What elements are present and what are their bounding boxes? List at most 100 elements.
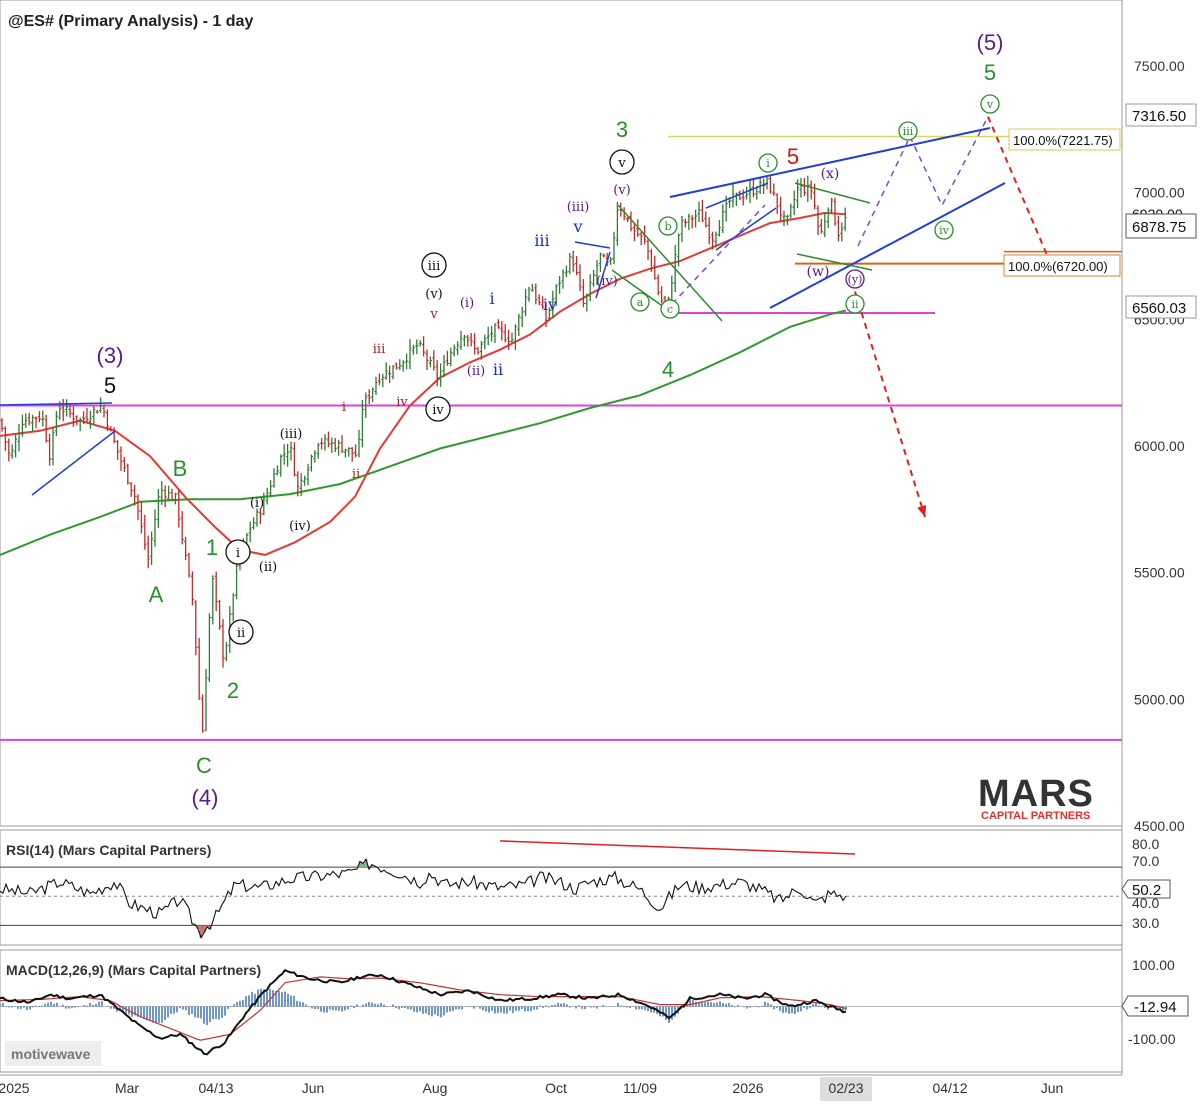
circle-wave-label: iii [898, 121, 918, 141]
badge-lower-text: 6560.03 [1132, 300, 1186, 317]
circle-wave-text: a [637, 296, 644, 309]
trendlines [0, 127, 1006, 496]
wave-label: (x) [821, 166, 840, 182]
wave-label: (iii) [280, 427, 303, 442]
wave-labels: (3)5BAC(4)12345(5)5(i)(ii)(iii)(iv)(v)ii… [97, 30, 1004, 810]
circle-wave-label: ii [845, 294, 865, 314]
rsi-current-badge: 50.2 [1121, 879, 1171, 899]
circle-wave-ring [980, 94, 1000, 114]
wave-label: ii [493, 360, 503, 379]
circle-wave-text: i [766, 157, 770, 170]
x-tick-label: Jun [1041, 1080, 1064, 1096]
badge-current: 6878.75 [1125, 213, 1197, 239]
circle-wave-label: ii [228, 619, 254, 645]
wave-label: v [429, 307, 438, 322]
wave-label: (ii) [467, 364, 485, 379]
circle-wave-label: v [609, 149, 635, 175]
chart-title: @ES# (Primary Analysis) - 1 day [8, 13, 253, 30]
circle-wave-ring [934, 220, 954, 240]
blue-wedge-bottom [715, 207, 777, 251]
wave-label: 5 [787, 144, 799, 169]
wave-label: (v) [425, 287, 443, 302]
wave-label: (i) [460, 296, 474, 311]
circle-wave-ring [609, 149, 635, 175]
badge-top: 7316.50 [1125, 103, 1197, 127]
projection-up-path [857, 116, 989, 247]
wave-label: (w) [807, 264, 830, 280]
price-bars [0, 175, 847, 733]
circle-wave-text: iii [428, 259, 440, 274]
macd-signal-line [0, 976, 847, 1041]
fib-upper-text: 100.0%(7221.75) [1013, 133, 1113, 148]
logo-sub: CAPITAL PARTNERS [981, 810, 1090, 822]
circle-wave-text: iii [903, 125, 914, 138]
circle-wave-text: v [617, 156, 626, 171]
wave-label: A [149, 582, 164, 607]
circle-wave-label: c [660, 299, 680, 319]
purple-dashed-link [671, 204, 766, 305]
circle-wave-label: i [225, 539, 251, 565]
badge-current-text: 6878.75 [1132, 219, 1186, 236]
ma-long-line [0, 309, 847, 556]
price-tick: 4500.00 [1134, 818, 1185, 834]
x-tick-label: 2026 [732, 1080, 763, 1096]
rsi-divergence-line [499, 840, 856, 855]
wave-label: (iii) [567, 200, 590, 215]
x-tick-label: Oct [545, 1080, 567, 1096]
wave-label: iii [534, 231, 549, 250]
green-channel-a [617, 204, 723, 322]
wave-label: 4 [662, 357, 674, 382]
price-axis-area [1122, 0, 1200, 1107]
wave-label: iii [373, 342, 385, 357]
wave-label: (3) [97, 343, 124, 368]
rsi-tick-70: 70.0 [1132, 853, 1159, 869]
circle-wave-text: iv [939, 224, 950, 237]
macd-line [0, 968, 847, 1056]
wave-label: C [196, 753, 212, 778]
rsi-tick-80: 80.0 [1132, 836, 1159, 852]
wave-label: 3 [616, 117, 628, 142]
price-tick: 5000.00 [1134, 691, 1185, 707]
circle-wave-ring [845, 294, 865, 314]
watermark-text: motivewave [11, 1046, 91, 1062]
time-axis-ticks: 2025 Mar 04/13 Jun Aug Oct 11/09 2026 02/23 04/12… [0, 1077, 1063, 1101]
circle-wave-ring [660, 299, 680, 319]
rsi-tick-30: 30.0 [1132, 915, 1159, 931]
wave-label: i [342, 400, 346, 415]
wave-label: (i) [250, 496, 264, 511]
circle-wave-text: (y) [848, 273, 863, 286]
price-axis-ticks: 7500.007000.006500.006000.005500.005000.… [1134, 58, 1185, 834]
circle-wave-label: iv [425, 396, 451, 422]
circle-wave-label: a [630, 292, 650, 312]
wave-label: (iv) [596, 274, 618, 289]
wave-label: iv [396, 395, 408, 410]
macd-panel [0, 949, 1123, 1073]
circle-wave-text: ii [851, 298, 859, 311]
circle-wave-text: i [236, 546, 240, 561]
wave-label: (5) [977, 30, 1004, 55]
circle-wave-text: iv [432, 403, 444, 418]
wave-label: (v) [613, 183, 631, 198]
rsi-title: RSI(14) (Mars Capital Partners) [6, 842, 211, 858]
blue-small-top [574, 241, 611, 249]
circle-wave-label: i [758, 153, 778, 173]
trend-blue-top [0, 402, 113, 406]
price-tick: 5500.00 [1134, 565, 1185, 581]
wave-label: v [572, 217, 582, 236]
circle-wave-ring [421, 252, 447, 278]
circle-wave-text: ii [237, 626, 245, 641]
circle-wave-ring [225, 539, 251, 565]
macd-title: MACD(12,26,9) (Mars Capital Partners) [6, 962, 261, 978]
circle-wave-ring [758, 153, 778, 173]
rsi-tick-40: 40.0 [1132, 895, 1159, 911]
price-tick: 7000.00 [1134, 185, 1185, 201]
wave-label: 1 [206, 535, 218, 560]
rsi-current-text: 50.2 [1132, 882, 1161, 899]
x-tick-label: Jun [302, 1080, 325, 1096]
price-tick: 6000.00 [1134, 438, 1185, 454]
watermark: motivewave [5, 1041, 101, 1066]
x-current-badge [820, 1077, 872, 1101]
x-tick-label: 04/13 [198, 1080, 233, 1096]
x-tick-label: 2025 [0, 1080, 30, 1096]
